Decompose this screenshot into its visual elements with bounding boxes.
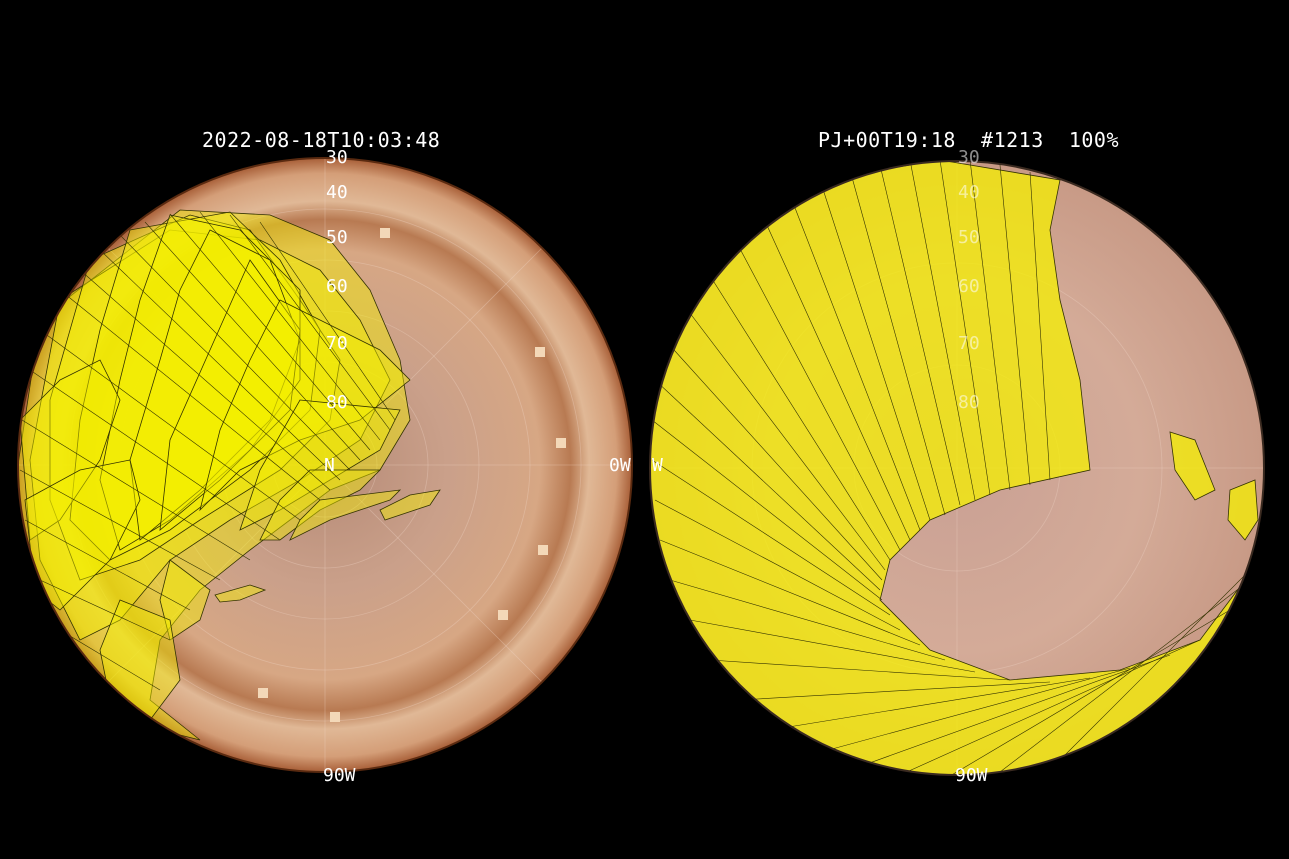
right-footprints bbox=[650, 161, 1261, 775]
left-lat-label-60: 60 bbox=[326, 276, 348, 297]
right-lon-label-90w: 90W bbox=[955, 765, 988, 786]
left-lon-label-0w: 0W bbox=[609, 455, 631, 476]
right-lat-label-80: 80 bbox=[958, 392, 980, 413]
right-lat-label-40: 40 bbox=[958, 182, 980, 203]
right-lat-label-60: 60 bbox=[958, 276, 980, 297]
left-planet-map: 30 40 50 60 70 80 N 0W 90W bbox=[17, 147, 633, 786]
left-lat-label-50: 50 bbox=[326, 227, 348, 248]
left-pole-label: N bbox=[324, 455, 335, 476]
right-lon-label-w: W bbox=[652, 455, 663, 476]
left-lat-label-70: 70 bbox=[326, 333, 348, 354]
right-map-title: PJ+00T19:18 #1213 100% bbox=[818, 128, 1119, 152]
left-planet-disk bbox=[18, 158, 632, 772]
right-planet-map: 30 40 50 60 70 80 W 90W bbox=[649, 147, 1265, 786]
left-lat-label-40: 40 bbox=[326, 182, 348, 203]
right-lat-label-50: 50 bbox=[958, 227, 980, 248]
left-lat-labels: 30 40 50 60 70 80 bbox=[326, 147, 348, 413]
right-planet-limb bbox=[649, 160, 1265, 776]
left-lon-label-90w: 90W bbox=[323, 765, 356, 786]
left-bright-spots bbox=[258, 228, 566, 722]
right-swath-lines bbox=[651, 161, 1261, 775]
left-map-title: 2022-08-18T10:03:48 bbox=[202, 128, 441, 152]
right-lat-label-70: 70 bbox=[958, 333, 980, 354]
left-planet-limb bbox=[17, 157, 633, 773]
right-lat-label-30: 30 bbox=[958, 147, 980, 168]
left-footprints bbox=[18, 209, 441, 741]
left-swath-lines bbox=[19, 211, 396, 691]
left-graticule bbox=[18, 158, 632, 772]
right-lat-labels: 30 40 50 60 70 80 bbox=[958, 147, 980, 413]
left-lat-label-80: 80 bbox=[326, 392, 348, 413]
left-lat-label-30: 30 bbox=[326, 147, 348, 168]
